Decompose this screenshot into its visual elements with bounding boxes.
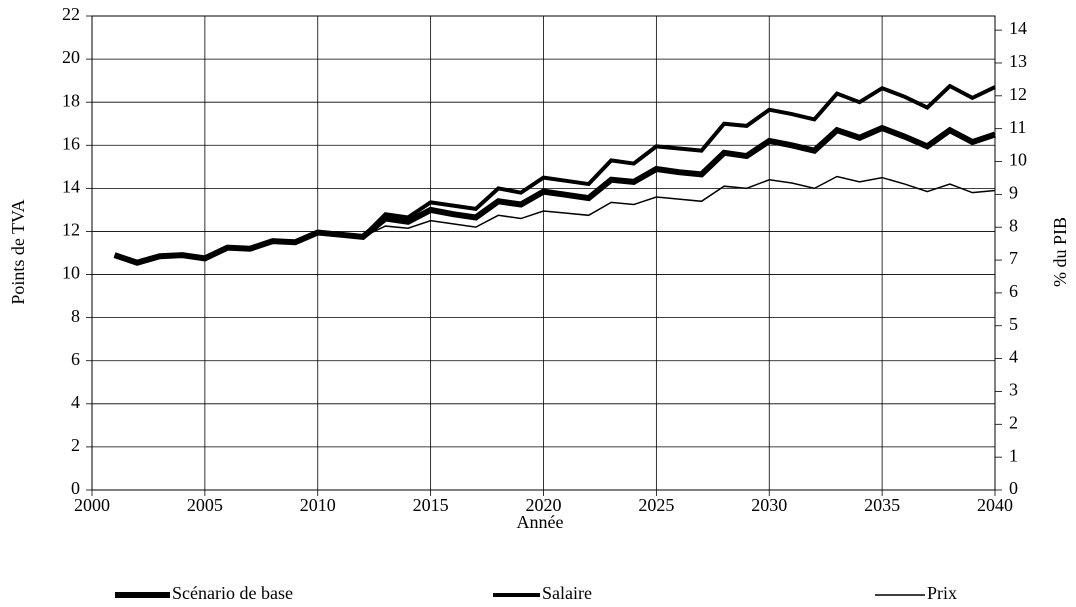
y2-tick-label: 11: [1009, 117, 1026, 137]
series-line: [113, 83, 996, 265]
y-tick-label: 16: [62, 133, 80, 153]
x-tick-label: 2020: [526, 495, 562, 515]
y-tick-label: 22: [62, 4, 80, 24]
x-tick-label: 2030: [751, 495, 787, 515]
y-tick-label: 18: [62, 90, 80, 110]
y2-tick-label: 10: [1009, 150, 1027, 170]
y-tick-label: 6: [71, 349, 80, 369]
y2-tick-label: 6: [1009, 281, 1018, 301]
y-tick-label: 2: [71, 435, 80, 455]
y-tick-label: 8: [71, 306, 80, 326]
y2-tick-label: 3: [1009, 380, 1018, 400]
y2-tick-label: 12: [1009, 84, 1027, 104]
y-tick-label: 12: [62, 220, 80, 240]
y-tick-label: 0: [71, 478, 80, 498]
y2-tick-label: 0: [1009, 478, 1018, 498]
y2-tick-label: 8: [1009, 215, 1018, 235]
y-tick-label: 10: [62, 263, 80, 283]
y2-tick-label: 13: [1009, 51, 1027, 71]
legend-label: Prix: [927, 583, 957, 603]
y-tick-label: 20: [62, 47, 80, 67]
x-tick-label: 2000: [74, 495, 110, 515]
y2-tick-label: 5: [1009, 314, 1018, 334]
series-line: [113, 124, 996, 266]
series-line: [114, 175, 996, 264]
y2-tick-label: 14: [1009, 18, 1027, 38]
x-axis-label: Année: [517, 512, 564, 532]
y2-axis-label: % du PIB: [1050, 217, 1070, 287]
x-tick-label: 2040: [977, 495, 1013, 515]
y2-tick-label: 7: [1009, 248, 1018, 268]
y2-tick-label: 1: [1009, 445, 1018, 465]
x-tick-label: 2005: [187, 495, 223, 515]
y2-tick-label: 2: [1009, 412, 1018, 432]
y-axis-label: Points de TVA: [8, 199, 28, 304]
legend-label: Scénario de base: [172, 583, 293, 603]
x-tick-label: 2015: [413, 495, 449, 515]
plot-frame: [91, 15, 996, 491]
legend-label: Salaire: [542, 583, 592, 603]
y2-tick-label: 4: [1009, 347, 1018, 367]
x-tick-label: 2035: [864, 495, 900, 515]
x-tick-label: 2025: [638, 495, 674, 515]
y-tick-label: 14: [62, 176, 80, 196]
x-tick-label: 2010: [300, 495, 336, 515]
y-tick-label: 4: [71, 392, 80, 412]
y2-tick-label: 9: [1009, 182, 1018, 202]
